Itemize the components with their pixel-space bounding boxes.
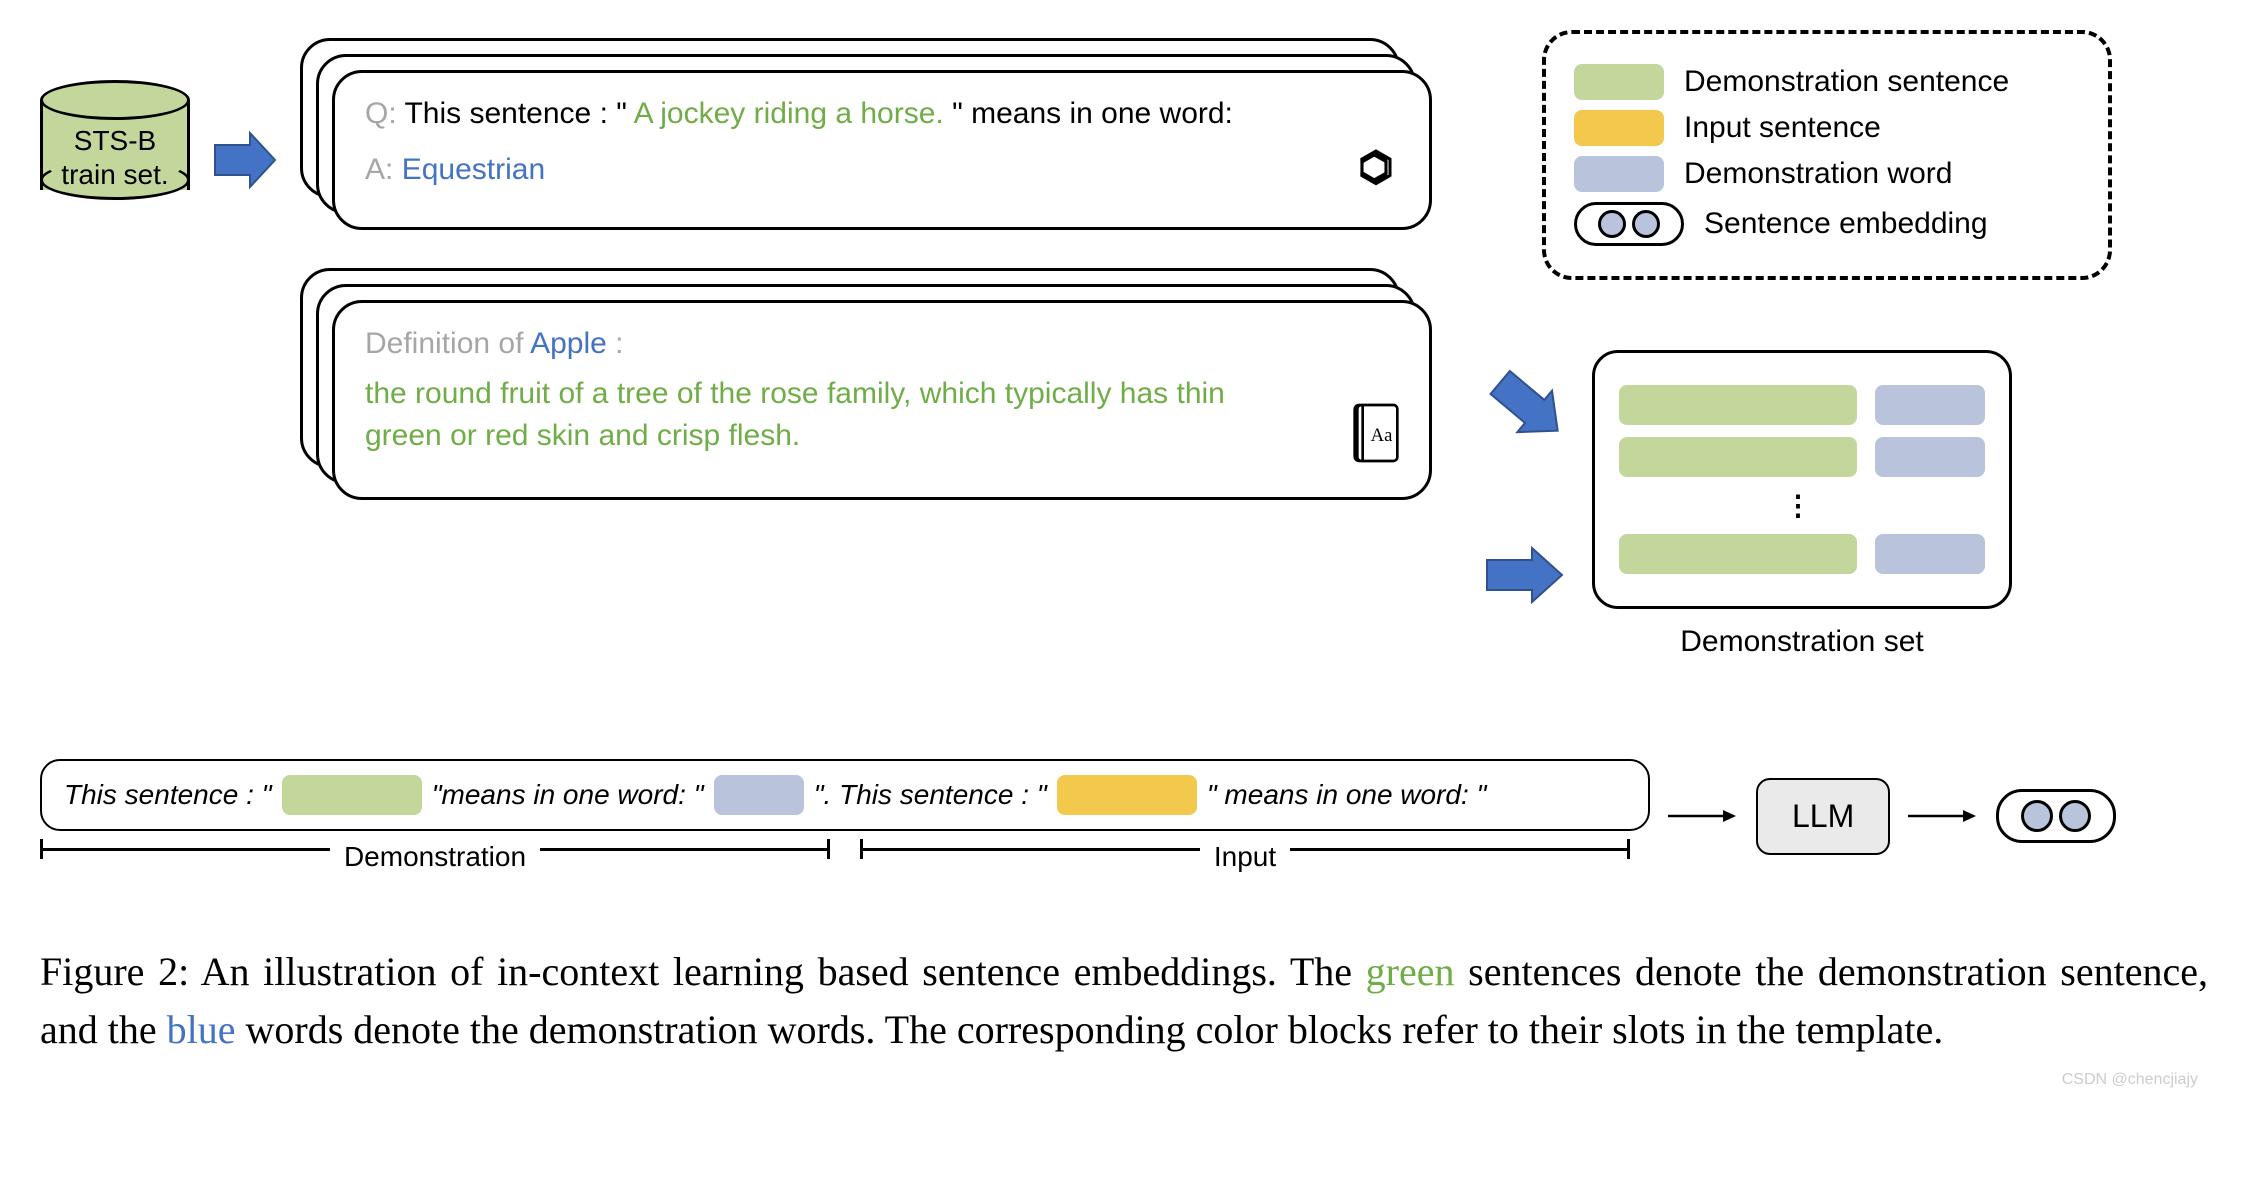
cards-column: Q: This sentence : " A jockey riding a h… xyxy=(300,30,1432,500)
figure-diagram: STS-B train set. Q: This sentence : " xyxy=(40,30,2208,1059)
demoset-box: ⋮ xyxy=(1592,350,2012,609)
slot-input-sentence xyxy=(1057,775,1197,815)
figure-caption: Figure 2: An illustration of in-context … xyxy=(40,943,2208,1059)
swatch-demo-word xyxy=(1574,156,1664,192)
watermark: CSDN @chencjiajy xyxy=(2062,1071,2198,1089)
arrow-right-2 xyxy=(1482,540,1572,610)
right-column: Demonstration sentence Input sentence De… xyxy=(1482,30,2112,659)
swatch-input-sentence xyxy=(1574,110,1664,146)
legend-label-0: Demonstration sentence xyxy=(1684,65,2009,99)
demoset-label: Demonstration set xyxy=(1680,625,1923,659)
arrows-to-demoset xyxy=(1482,360,1572,610)
template-box: This sentence : " "means in one word: " … xyxy=(40,759,1650,831)
arrow-diag-down xyxy=(1482,360,1572,450)
brace-label-demonstration: Demonstration xyxy=(330,841,540,873)
legend-label-1: Input sentence xyxy=(1684,111,1881,145)
template-text-3: ". This sentence : " xyxy=(814,779,1047,811)
definition-header: Definition of Apple : xyxy=(365,323,1399,365)
embedding-pill-icon xyxy=(1574,202,1684,246)
slot-demo-sentence xyxy=(282,775,422,815)
cylinder-label: STS-B train set. xyxy=(40,124,190,191)
legend-demo-sentence: Demonstration sentence xyxy=(1574,64,2080,100)
definition-text: the round fruit of a tree of the rose fa… xyxy=(365,373,1285,457)
output-embedding-icon xyxy=(1996,789,2116,843)
qa-card-stack: Q: This sentence : " A jockey riding a h… xyxy=(332,70,1432,230)
openai-icon xyxy=(1348,144,1404,212)
swatch-demo-sentence xyxy=(1574,64,1664,100)
svg-text:Aa: Aa xyxy=(1371,425,1393,446)
template-text-1: This sentence : " xyxy=(64,779,272,811)
template-row: This sentence : " "means in one word: " … xyxy=(40,759,2208,873)
template-text-4: " means in one word: " xyxy=(1207,779,1487,811)
brace-row: Demonstration Input xyxy=(40,839,1650,873)
ellipsis-icon: ⋮ xyxy=(1619,489,1985,522)
dictionary-icon: Aa xyxy=(1348,401,1404,477)
definition-card-stack: Definition of Apple : the round fruit of… xyxy=(332,300,1432,500)
qa-answer: A: Equestrian xyxy=(365,149,1399,191)
qa-question: Q: This sentence : " A jockey riding a h… xyxy=(365,93,1399,135)
legend-input-sentence: Input sentence xyxy=(1574,110,2080,146)
brace-label-input: Input xyxy=(1200,841,1290,873)
arrow-from-llm xyxy=(1908,806,1978,826)
slot-demo-word xyxy=(714,775,804,815)
template-text-2: "means in one word: " xyxy=(432,779,704,811)
arrow-to-llm xyxy=(1668,806,1738,826)
llm-box: LLM xyxy=(1756,778,1890,855)
legend-embedding: Sentence embedding xyxy=(1574,202,2080,246)
legend-box: Demonstration sentence Input sentence De… xyxy=(1542,30,2112,280)
legend-demo-word: Demonstration word xyxy=(1574,156,2080,192)
stsb-cylinder: STS-B train set. xyxy=(40,80,190,200)
legend-label-3: Sentence embedding xyxy=(1704,207,1988,241)
arrow-right-1 xyxy=(210,125,280,195)
qa-card: Q: This sentence : " A jockey riding a h… xyxy=(332,70,1432,230)
demonstration-set: ⋮ Demonstration set xyxy=(1592,350,2012,659)
top-row: STS-B train set. Q: This sentence : " xyxy=(40,30,2208,659)
legend-label-2: Demonstration word xyxy=(1684,157,1952,191)
definition-card: Definition of Apple : the round fruit of… xyxy=(332,300,1432,500)
